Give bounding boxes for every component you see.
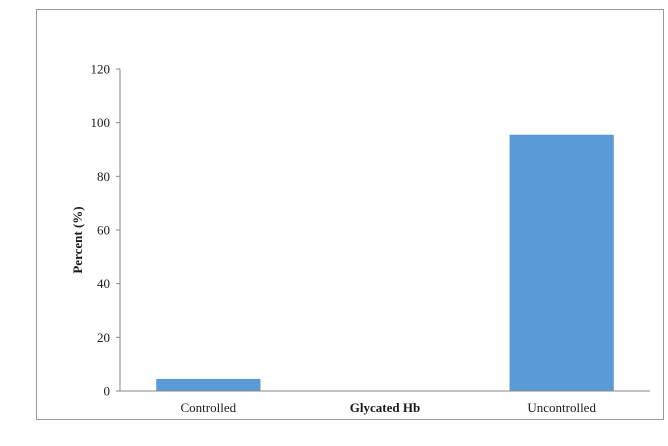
y-axis-title: Percent (%) <box>70 206 85 273</box>
y-tick-label: 80 <box>97 169 110 184</box>
ticks-layer: 0 20 40 60 80 100 120 <box>91 62 120 399</box>
y-tick-label: 0 <box>104 384 111 399</box>
y-tick-label: 120 <box>91 62 111 77</box>
x-category-label: Controlled <box>181 400 237 415</box>
y-tick-label: 100 <box>91 115 111 130</box>
y-tick-label: 40 <box>97 276 110 291</box>
y-tick-label: 20 <box>97 330 110 345</box>
y-tick-label: 60 <box>97 223 110 238</box>
bar-uncontrolled <box>509 134 614 391</box>
bar-controlled <box>156 378 261 391</box>
bars-layer <box>156 134 614 391</box>
category-labels: Controlled Uncontrolled <box>181 400 597 415</box>
x-category-label: Uncontrolled <box>527 400 596 415</box>
x-axis-title: Glycated Hb <box>350 400 420 415</box>
